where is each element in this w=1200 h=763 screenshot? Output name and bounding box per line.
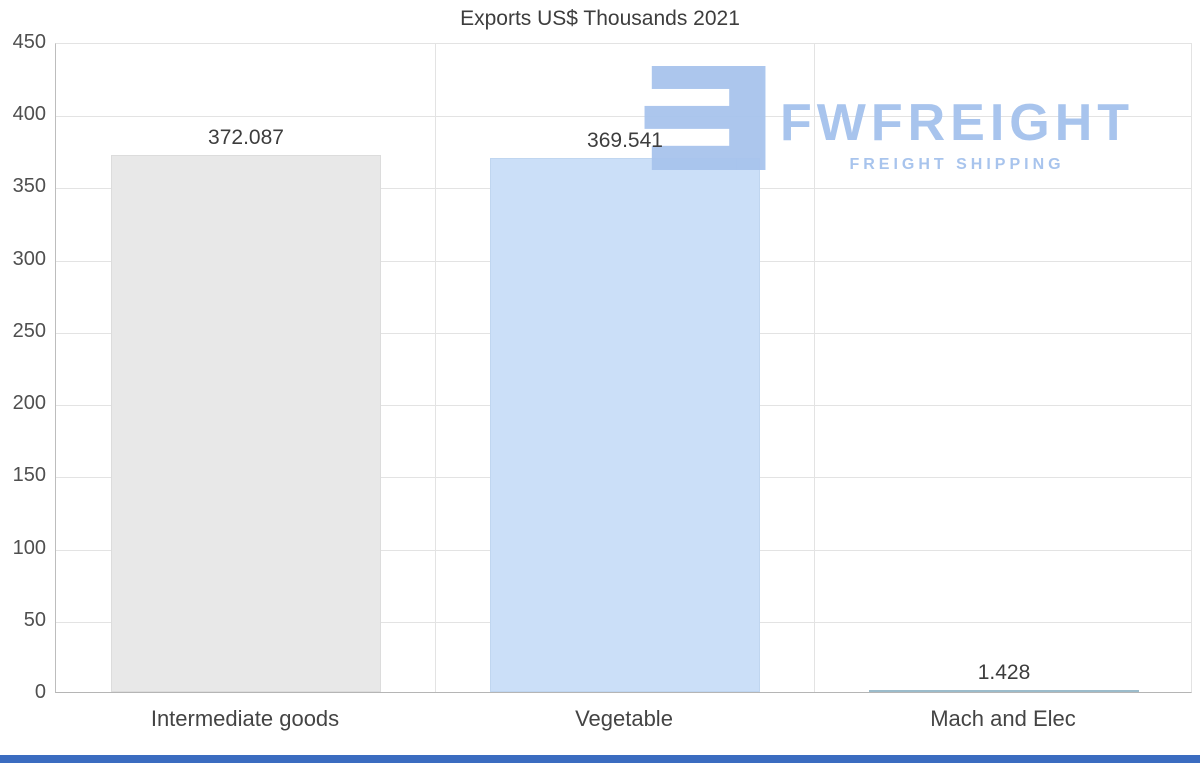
category-separator-line — [814, 44, 815, 692]
y-tick-label: 150 — [12, 464, 46, 487]
x-axis-label: Vegetable — [575, 706, 673, 731]
y-tick-label: 200 — [12, 392, 46, 415]
watermark-brand: FWFREIGHT — [780, 94, 1135, 152]
y-tick-label: 450 — [12, 31, 46, 53]
x-axis-label: Intermediate goods — [150, 706, 340, 731]
y-tick-label: 300 — [12, 247, 46, 270]
bar-mach-and-elec[interactable] — [869, 690, 1139, 692]
y-tick-label: 50 — [23, 608, 46, 631]
y-tick-label: 250 — [12, 319, 46, 342]
bar-intermediate-goods[interactable] — [111, 155, 381, 692]
category-separator-line — [435, 44, 436, 692]
y-tick-label: 350 — [12, 175, 46, 198]
gridline — [56, 116, 1191, 118]
fwfreight-logo-icon — [644, 66, 766, 170]
footer-strip — [0, 755, 1200, 763]
bar-value-label: 369.541 — [587, 129, 663, 152]
y-tick-label: 400 — [12, 103, 46, 126]
watermark-tagline: FREIGHT SHIPPING — [849, 156, 1065, 173]
bar-vegetable[interactable] — [490, 158, 760, 692]
watermark-text: FWFREIGHT FREIGHT SHIPPING — [780, 66, 1134, 174]
y-tick-label: 100 — [12, 536, 46, 559]
bar-value-label: 372.087 — [208, 126, 284, 149]
x-axis-label: Mach and Elec — [930, 706, 1076, 731]
plot-area: FWFREIGHT FREIGHT SHIPPING 372.087 369.54… — [55, 43, 1192, 693]
watermark: FWFREIGHT FREIGHT SHIPPING — [644, 66, 1134, 174]
chart-title: Exports US$ Thousands 2021 — [460, 7, 740, 30]
y-tick-label: 0 — [34, 681, 46, 703]
bar-value-label: 1.428 — [977, 661, 1031, 684]
